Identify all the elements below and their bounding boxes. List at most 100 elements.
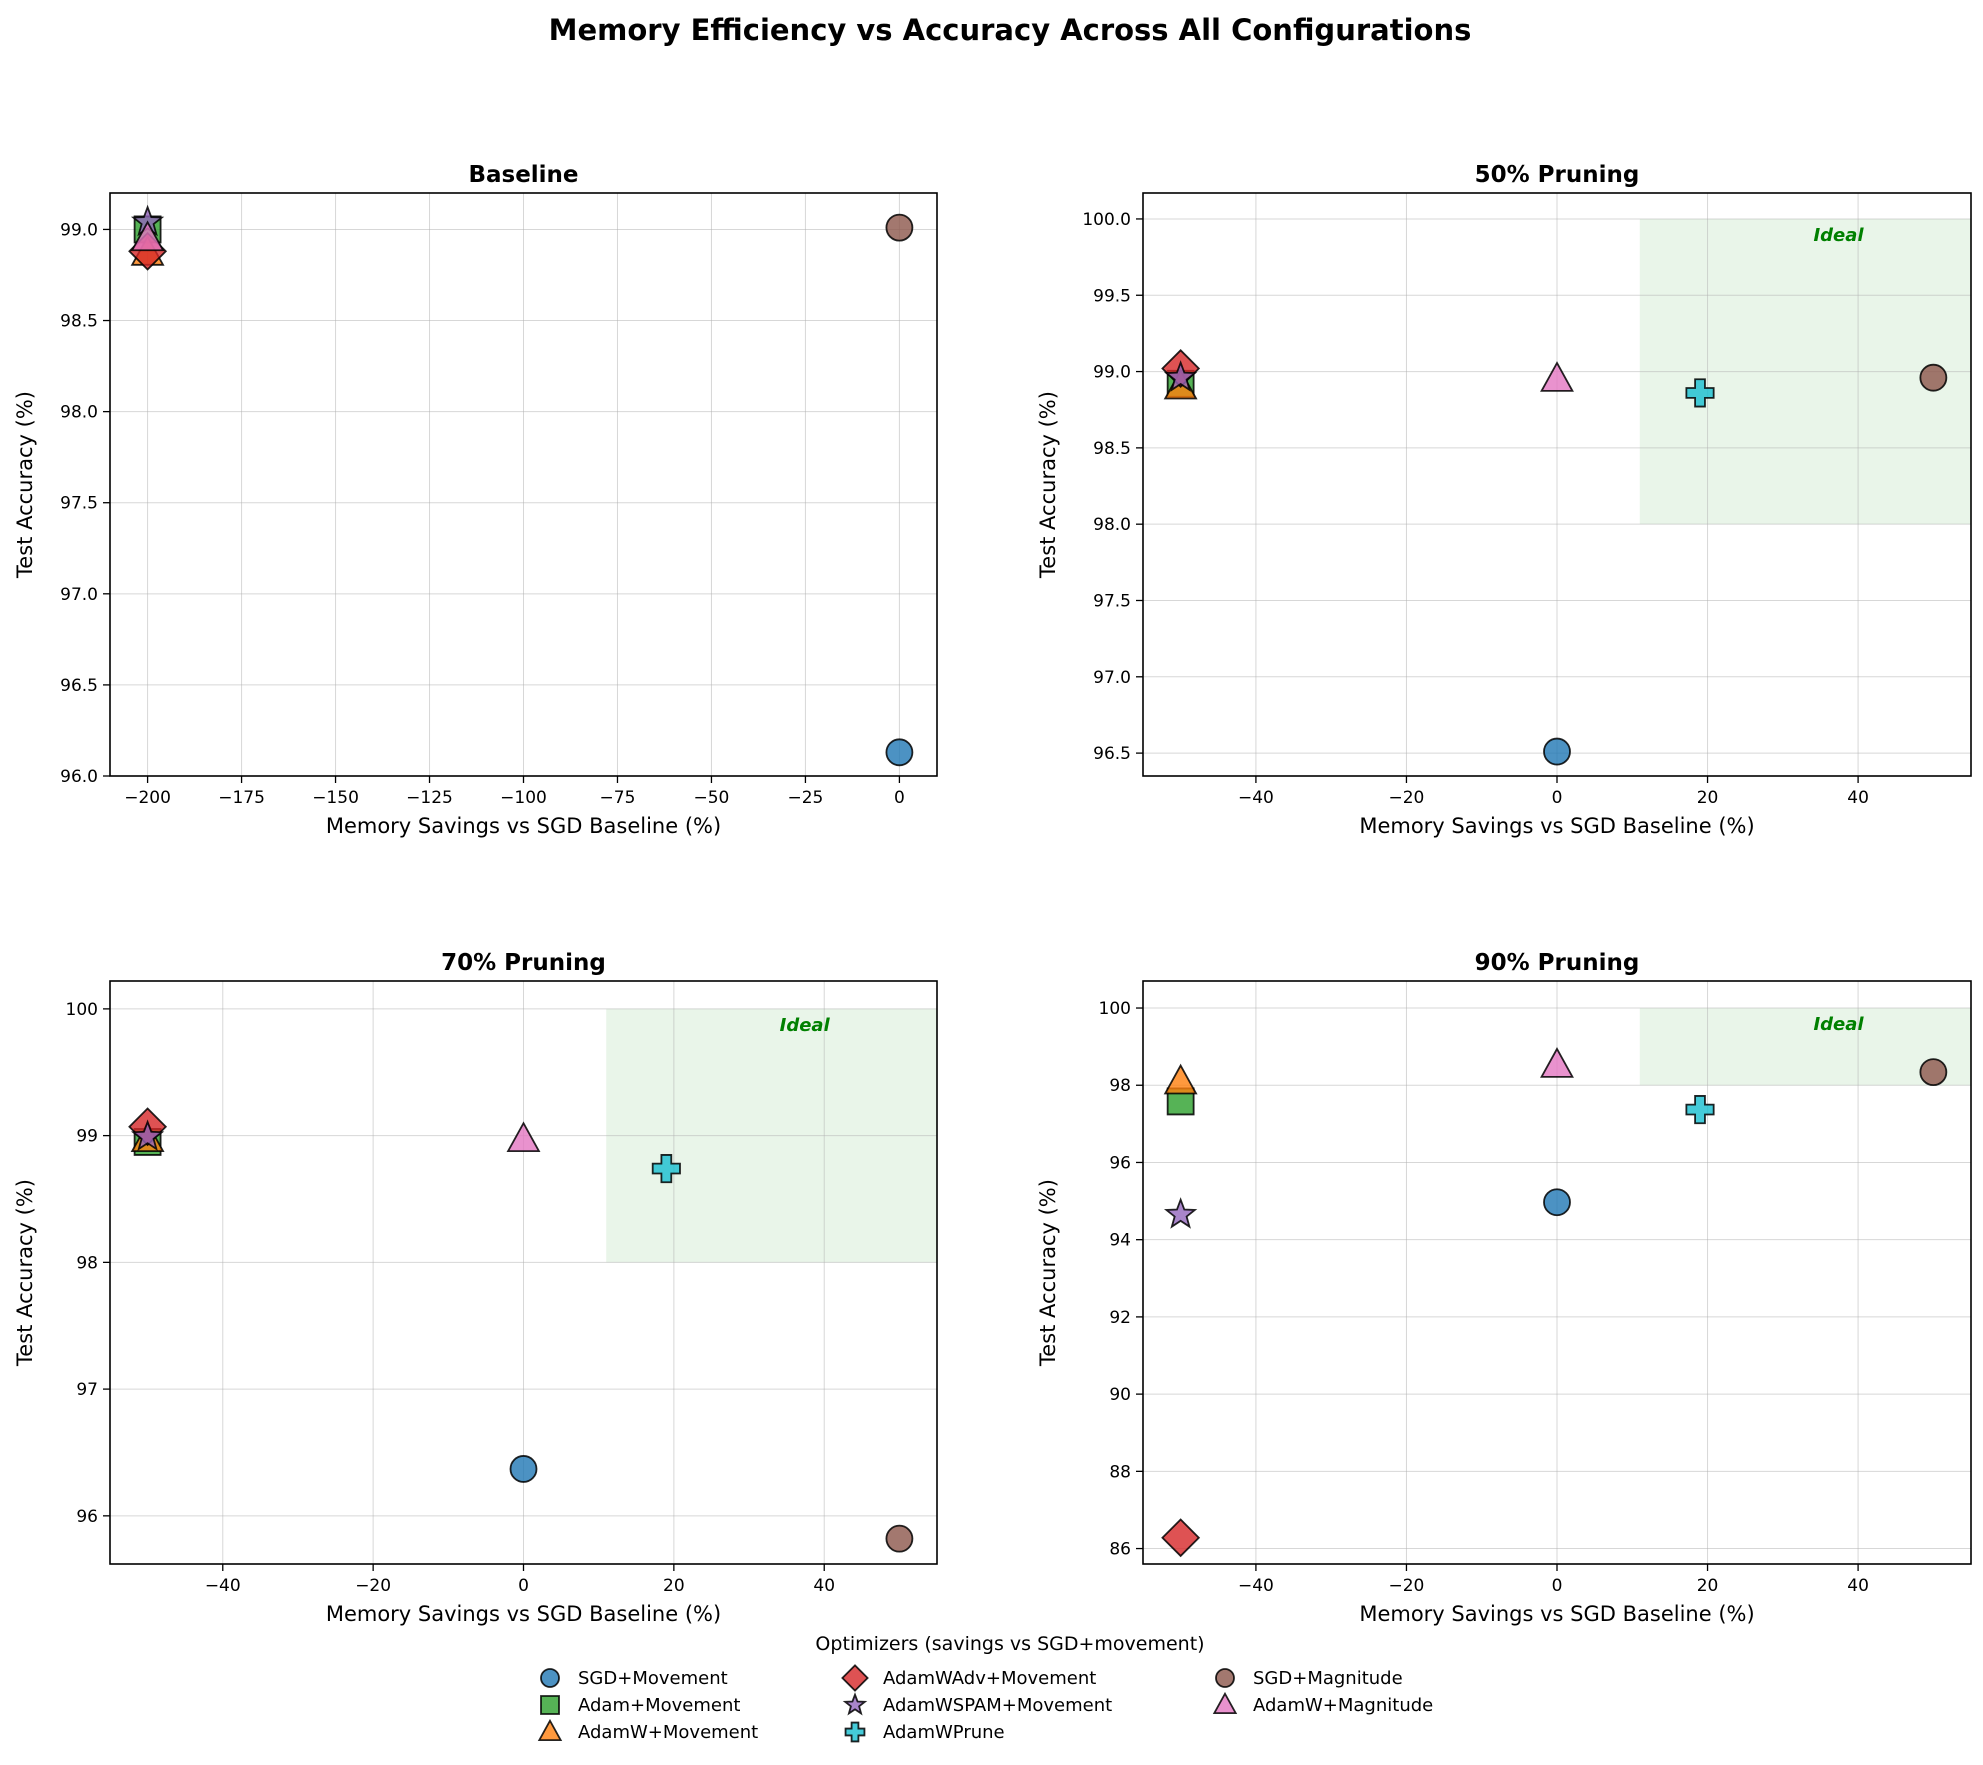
legend-marker-adamw-magnitude	[1212, 1691, 1238, 1714]
legend-label: AdamWAdv+Movement	[883, 1668, 1096, 1689]
x-tick-label: −40	[1238, 788, 1274, 808]
y-tick-label: 86	[1109, 1540, 1131, 1560]
point-sgd-movement	[1543, 1188, 1571, 1217]
x-tick-label: 0	[518, 1576, 529, 1596]
y-tick-label: 99.0	[60, 220, 98, 240]
x-tick-label: 0	[1552, 1576, 1563, 1596]
x-tick-label: −20	[1389, 1576, 1425, 1596]
legend-label: AdamWPrune	[883, 1722, 1005, 1743]
point-adamw-movement	[1163, 1063, 1198, 1095]
x-tick-label: 40	[1847, 1576, 1869, 1596]
subplot-title: 90% Pruning	[1475, 950, 1640, 976]
x-tick-label: −20	[1389, 788, 1425, 808]
y-tick-label: 94	[1109, 1231, 1131, 1251]
y-tick-label: 100	[66, 1000, 98, 1020]
y-tick-label: 92	[1109, 1308, 1131, 1328]
x-tick-label: 20	[663, 1576, 685, 1596]
point-sgd-magnitude	[885, 1524, 914, 1553]
point-adamw-magnitude	[1540, 361, 1574, 392]
legend-entry-adamw-movement: AdamW+Movement	[537, 1718, 758, 1743]
scatter-points	[128, 204, 914, 767]
ideal-region-label: Ideal	[780, 1015, 831, 1036]
y-tick-label: 96.5	[60, 676, 98, 696]
y-tick-label: 97.5	[1093, 591, 1131, 611]
y-tick-label: 100.0	[1082, 210, 1131, 230]
scatter-points	[1161, 1047, 1948, 1558]
x-tick-label: 0	[894, 788, 905, 808]
y-tick-label: 97.5	[60, 494, 98, 514]
legend-entry-adamw-magnitude: AdamW+Magnitude	[1212, 1691, 1433, 1716]
figure-suptitle: Memory Efficiency vs Accuracy Across All…	[549, 13, 1472, 47]
x-tick-label: −75	[600, 788, 636, 808]
subplot-50-pruning: Ideal −40 −20 0 20 40 96.5 97.0 97.5 98.0 98.5 99.0…	[1036, 162, 1972, 838]
y-tick-label: 99	[76, 1127, 98, 1147]
subplot-baseline: −200 −175 −150 −125 −100 −75 −50 −25 0 96.0 96.5 97…	[13, 162, 938, 838]
legend: Optimizers (savings vs SGD+movement) SGD…	[537, 1633, 1433, 1743]
ideal-region	[1639, 1008, 1971, 1086]
point-adamw-magnitude	[1540, 1047, 1574, 1078]
y-tick-label: 96	[1109, 1153, 1131, 1173]
legend-entry-adam-movement: Adam+Movement	[540, 1695, 740, 1716]
y-tick-label: 98.5	[60, 312, 98, 332]
x-tick-label: 40	[813, 1576, 835, 1596]
legend-marker-adamwadv-movement	[841, 1664, 869, 1692]
point-adamwspam-movement	[130, 1119, 165, 1152]
legend-marker-adamwprune	[844, 1721, 866, 1743]
x-axis-label: Memory Savings vs SGD Baseline (%)	[326, 1602, 721, 1626]
y-tick-label: 99.0	[1093, 363, 1131, 383]
x-tick-label: −40	[205, 1576, 241, 1596]
legend-label: AdamW+Movement	[578, 1722, 758, 1743]
y-tick-label: 98.0	[60, 403, 98, 423]
y-tick-label: 100	[1099, 999, 1131, 1019]
y-tick-label: 98	[1109, 1076, 1131, 1096]
point-adamwprune	[651, 1154, 681, 1184]
scatter-points	[1161, 349, 1948, 766]
x-tick-label: −175	[218, 788, 265, 808]
point-adamw-magnitude	[130, 220, 165, 252]
x-tick-label: 0	[1552, 788, 1563, 808]
subplot-title: 50% Pruning	[1475, 162, 1640, 188]
y-tick-label: 97	[76, 1380, 98, 1400]
legend-entry-adamwadv-movement: AdamWAdv+Movement	[841, 1664, 1096, 1692]
y-tick-label: 96.0	[60, 767, 98, 787]
subplot-title: Baseline	[468, 162, 578, 188]
point-adamw-magnitude	[506, 1121, 541, 1153]
point-sgd-magnitude	[885, 213, 914, 242]
x-tick-label: −50	[694, 788, 730, 808]
subplots: −200 −175 −150 −125 −100 −75 −50 −25 096.096.597…	[13, 162, 1972, 1626]
y-tick-label: 98	[76, 1253, 98, 1273]
point-sgd-movement	[509, 1455, 538, 1483]
ideal-region-label: Ideal	[1813, 1014, 1864, 1035]
y-axis-label: Test Accuracy (%)	[13, 1179, 37, 1367]
y-tick-label: 88	[1109, 1462, 1131, 1482]
x-tick-label: −125	[406, 788, 453, 808]
legend-marker-sgd-movement	[540, 1668, 560, 1688]
legend-label: Adam+Movement	[578, 1695, 740, 1716]
point-adamwprune	[1685, 1095, 1715, 1125]
point-sgd-movement	[1543, 737, 1571, 766]
y-axis-label: Test Accuracy (%)	[1036, 391, 1060, 579]
subplot-title: 70% Pruning	[441, 950, 606, 976]
legend-entry-adamwspam-movement: AdamWSPAM+Movement	[842, 1692, 1112, 1716]
y-tick-label: 98.0	[1093, 515, 1131, 535]
point-sgd-magnitude	[1919, 1058, 1948, 1087]
point-adamwspam-movement	[1163, 360, 1198, 392]
subplot-70-pruning: Ideal −40 −20 0 20 40 96 97 98 99 100 70% Pruning Me…	[13, 950, 938, 1626]
point-sgd-movement	[885, 738, 914, 767]
subplot-90-pruning: Ideal −40 −20 0 20 40 86 88 90 92 94 96 98 100 90% Pru…	[1036, 950, 1972, 1626]
y-tick-label: 97.0	[1093, 668, 1131, 688]
legend-marker-sgd-magnitude	[1215, 1668, 1235, 1688]
legend-label: AdamW+Magnitude	[1253, 1695, 1433, 1716]
x-axis-label: Memory Savings vs SGD Baseline (%)	[1359, 814, 1754, 838]
y-axis-label: Test Accuracy (%)	[13, 391, 37, 579]
x-axis-label: Memory Savings vs SGD Baseline (%)	[1359, 1602, 1754, 1626]
point-adamwspam-movement	[1163, 1197, 1198, 1229]
x-tick-label: −40	[1238, 1576, 1274, 1596]
legend-entry-sgd-magnitude: SGD+Magnitude	[1215, 1668, 1403, 1689]
scatter-points	[128, 1107, 914, 1553]
legend-label: SGD+Movement	[578, 1668, 728, 1689]
legend-title: Optimizers (savings vs SGD+movement)	[815, 1633, 1204, 1655]
legend-label: SGD+Magnitude	[1253, 1668, 1403, 1689]
y-tick-label: 99.5	[1093, 286, 1131, 306]
point-adamwadv-movement	[1161, 1518, 1201, 1558]
